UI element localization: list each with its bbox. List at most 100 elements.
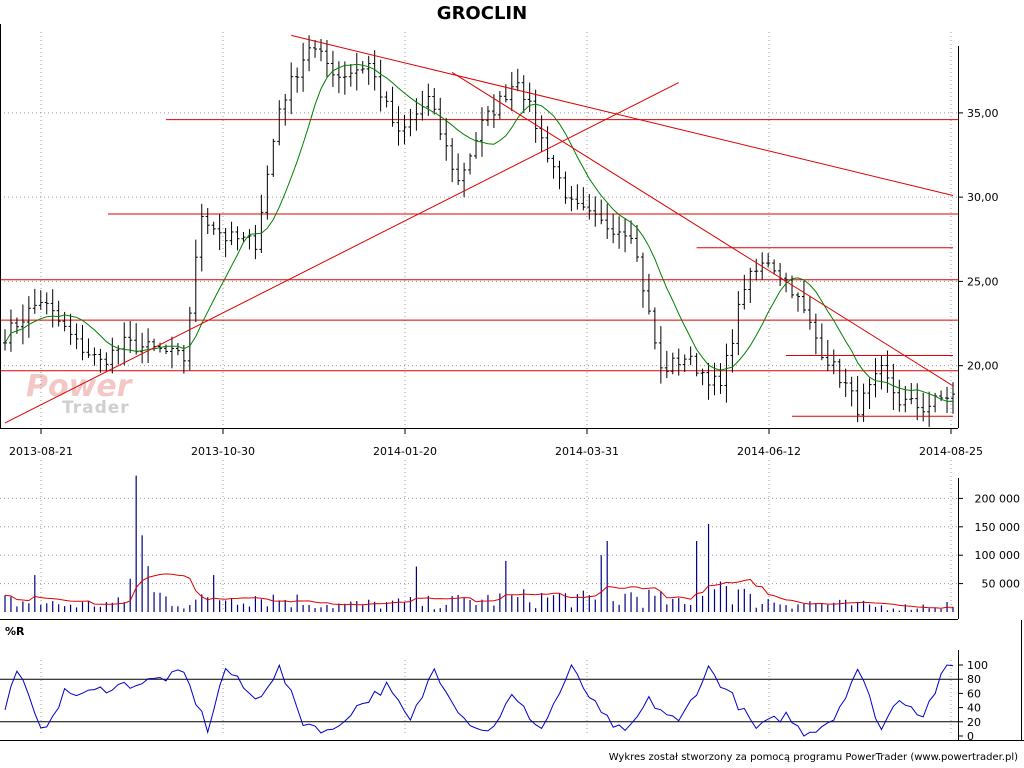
volume-moving-average [4, 573, 954, 609]
price-bar [74, 323, 79, 350]
horizontal-levels [0, 119, 958, 372]
price-bar [682, 354, 687, 373]
price-bar [533, 89, 538, 143]
price-bar [557, 160, 562, 190]
price-bar [736, 291, 741, 356]
price-bar [807, 295, 812, 330]
price-bar [140, 332, 145, 364]
price-bar [175, 343, 180, 356]
volume-axis: 50 000 100 000 150 000 200 000 [958, 492, 1021, 591]
price-bar [468, 153, 473, 175]
price-bar [229, 221, 234, 246]
price-bar [438, 97, 443, 141]
price-bar [432, 88, 437, 115]
price-bar [515, 68, 520, 92]
price-bar [366, 55, 371, 85]
price-bar [849, 376, 854, 407]
price-bar [945, 386, 950, 414]
oscillator-tick-label: 40 [967, 702, 981, 715]
price-bar [104, 352, 109, 371]
price-bar [509, 71, 514, 112]
price-bar [599, 199, 604, 225]
price-bar [611, 213, 616, 244]
price-bar [885, 350, 890, 393]
price-bar [86, 338, 91, 358]
price-bar [223, 227, 228, 258]
footer-credit: Wykres został stworzony za pomocą progra… [609, 752, 1018, 763]
price-bar [26, 296, 31, 338]
price-bar [551, 155, 556, 179]
date-tick-label: 2013-10-30 [191, 445, 255, 458]
date-tick-label: 2014-06-12 [737, 445, 801, 458]
price-bar [235, 226, 240, 251]
volume-tick-label: 50 000 [982, 578, 1021, 591]
price-bar [718, 363, 723, 394]
price-bar [426, 83, 431, 116]
price-bar [640, 252, 645, 308]
price-bar [593, 196, 598, 227]
oscillator-label: %R [5, 625, 25, 638]
price-bar [38, 290, 43, 310]
price-bar [324, 40, 329, 77]
price-bar [635, 224, 639, 262]
price-bar [813, 313, 818, 355]
price-bar [44, 292, 49, 315]
price-bar [867, 378, 872, 410]
price-bar [372, 50, 377, 91]
chart-title: GROCLIN [437, 3, 527, 24]
price-bar [80, 324, 85, 361]
price-bar [569, 185, 574, 212]
price-bar [617, 216, 622, 249]
price-bar [646, 273, 651, 315]
price-tick-label: 35,00 [967, 107, 999, 120]
price-bar [491, 94, 496, 128]
date-tick-label: 2013-08-21 [9, 445, 73, 458]
price-bar [801, 280, 806, 314]
watermark-trader: Trader [62, 398, 130, 418]
price-bar [354, 52, 359, 91]
price-bar [330, 50, 335, 87]
price-bar [289, 62, 294, 115]
price-bar [444, 117, 449, 161]
volume-tick-label: 150 000 [975, 521, 1021, 534]
price-bar [879, 355, 884, 390]
price-bar [56, 300, 61, 327]
price-bar [951, 382, 955, 414]
price-bar [20, 304, 25, 345]
oscillator-tick-label: 100 [967, 659, 988, 672]
price-bar [348, 63, 353, 87]
price-bar [629, 220, 634, 244]
price-tick-label: 30,00 [967, 191, 999, 204]
price-bar [110, 337, 115, 374]
price-bar [587, 194, 592, 220]
price-bar [843, 368, 848, 397]
trend-line-1 [451, 72, 954, 387]
price-bar [408, 108, 413, 137]
price-tick-label: 25,00 [967, 275, 999, 288]
date-tick-label: 2014-08-25 [919, 445, 983, 458]
date-axis: 2013-08-21 2013-10-30 2014-01-20 2014-03-31… [9, 428, 983, 458]
price-bar [32, 288, 37, 314]
price-bar [384, 91, 389, 108]
trend-lines [4, 34, 954, 424]
price-axis: 20,00 25,00 30,00 35,00 [958, 107, 999, 373]
price-bar [390, 86, 395, 127]
price-bar [927, 391, 932, 427]
price-bar [92, 347, 97, 366]
price-bar [479, 107, 484, 157]
price-bar [700, 368, 705, 386]
price-bar [652, 307, 657, 350]
price-bar [485, 105, 490, 126]
price-bar [307, 35, 312, 72]
price-bar [295, 67, 300, 93]
price-bar [50, 289, 55, 328]
price-tick-label: 20,00 [967, 360, 999, 373]
price-bar [903, 385, 908, 413]
price-bar [402, 114, 407, 145]
price-bar [676, 348, 681, 376]
oscillator-tick-label: 0 [967, 730, 974, 743]
oscillator-levels [0, 678, 958, 723]
price-moving-average [4, 63, 954, 402]
price-bar [694, 352, 699, 377]
